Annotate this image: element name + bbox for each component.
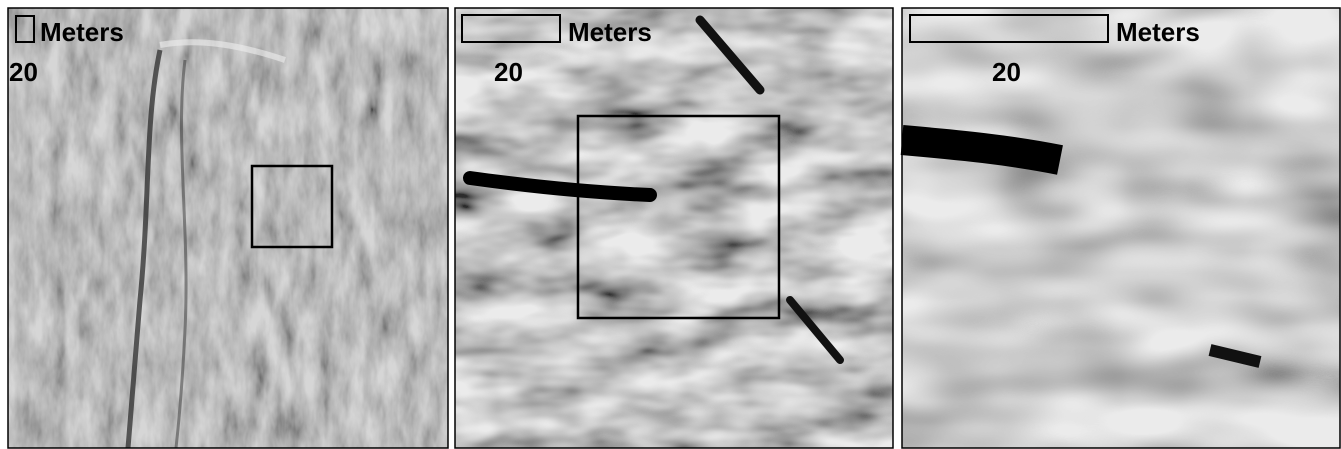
zoom-box <box>576 114 781 320</box>
panel-border <box>454 7 894 449</box>
ridge-line <box>174 59 188 449</box>
scale-unit: Meters <box>40 17 124 47</box>
panel: Meters 20 <box>7 7 449 449</box>
scale-bar <box>461 14 561 43</box>
hillshade-image <box>455 8 893 448</box>
shadow-streak <box>900 125 1063 175</box>
scale-bar <box>909 14 1109 43</box>
scale-value: 20 <box>494 57 523 87</box>
panel: Meters 20 <box>454 7 894 449</box>
scale-value: 20 <box>9 57 38 87</box>
hillshade-image <box>902 8 1340 448</box>
hillshade-image <box>8 8 448 448</box>
scale-unit: Meters <box>568 17 652 47</box>
zoom-box <box>250 164 334 249</box>
panel-border <box>901 7 1341 449</box>
panel: Meters 20 <box>900 7 1341 449</box>
ridge-highlight <box>159 39 286 63</box>
panel-border <box>7 7 449 449</box>
scale-bar <box>15 15 35 43</box>
shadow-streak <box>786 296 844 364</box>
scale-value: 20 <box>992 57 1021 87</box>
shadow-streak <box>695 15 765 95</box>
scale-unit: Meters <box>1116 17 1200 47</box>
shadow-streak <box>463 171 657 202</box>
ridge-line <box>125 49 163 449</box>
shadow-streak <box>1208 344 1262 368</box>
